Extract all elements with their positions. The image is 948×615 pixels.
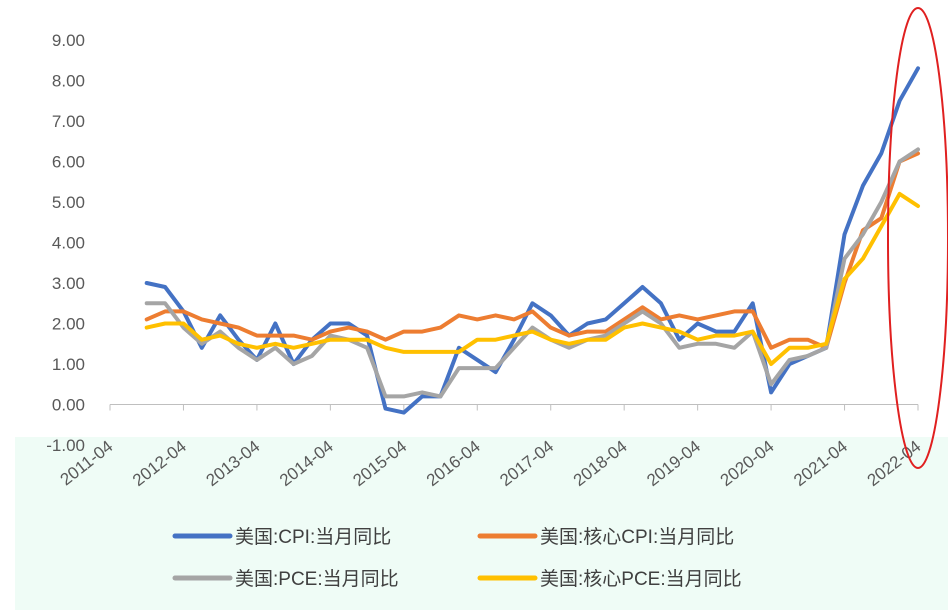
y-tick-label: -1.00 bbox=[46, 436, 85, 455]
y-tick-label: 5.00 bbox=[52, 193, 85, 212]
series-line bbox=[144, 151, 920, 350]
y-tick-label: 0.00 bbox=[52, 396, 85, 415]
y-tick-label: 6.00 bbox=[52, 153, 85, 172]
plot-area: -1.00 0.00 1.00 2.00 3.00 4.00 5.00 6.00 7.00 8.0… bbox=[46, 31, 924, 490]
legend-label: 美国:核心PCE:当月同比 bbox=[540, 568, 742, 590]
series-line bbox=[144, 66, 920, 415]
series-line bbox=[144, 191, 920, 366]
y-tick-label: 3.00 bbox=[52, 274, 85, 293]
legend-background bbox=[15, 437, 948, 610]
legend-label: 美国:CPI:当月同比 bbox=[235, 526, 391, 548]
y-tick-label: 8.00 bbox=[52, 72, 85, 91]
highlight-ellipse bbox=[887, 7, 948, 469]
y-tick-label: 2.00 bbox=[52, 315, 85, 334]
series-line bbox=[144, 147, 920, 399]
legend-label: 美国:PCE:当月同比 bbox=[235, 568, 399, 590]
y-tick-label: 1.00 bbox=[52, 355, 85, 374]
legend-label: 美国:核心CPI:当月同比 bbox=[540, 526, 734, 548]
y-tick-label: 7.00 bbox=[52, 112, 85, 131]
y-tick-label: 4.00 bbox=[52, 234, 85, 253]
y-tick-label: 9.00 bbox=[52, 31, 85, 50]
